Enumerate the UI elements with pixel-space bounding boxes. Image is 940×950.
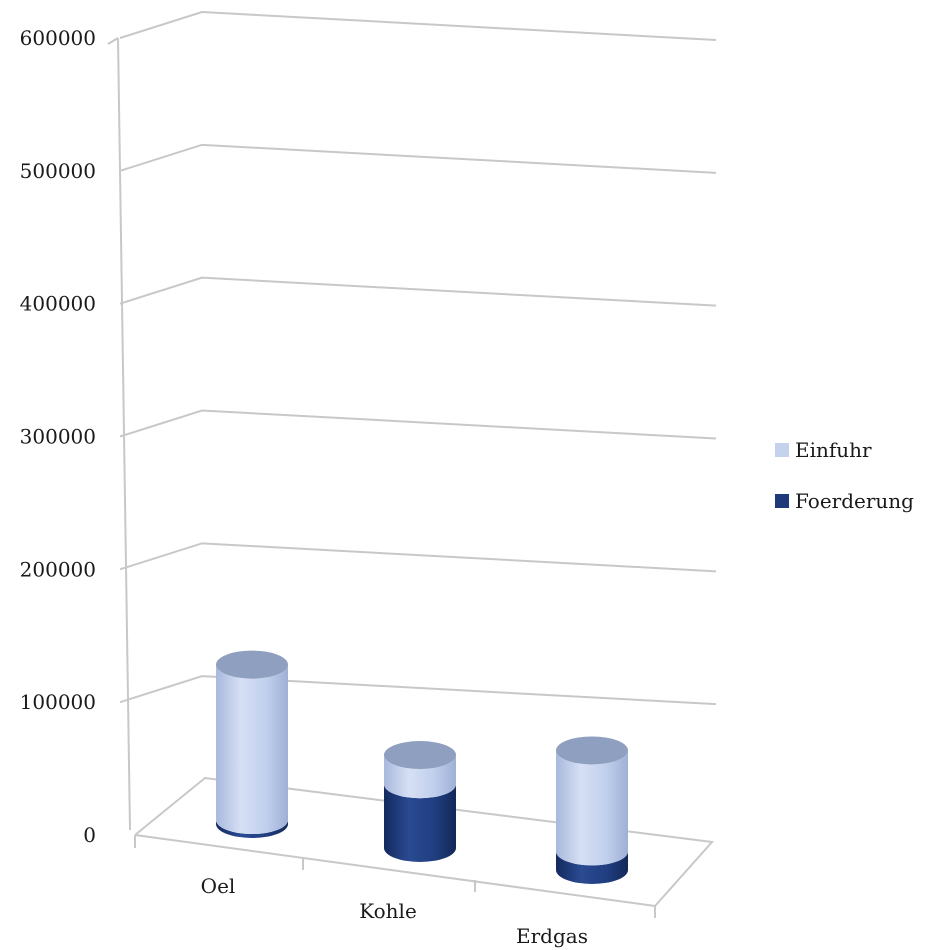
bar-segment-foerderung xyxy=(556,851,628,884)
legend-item-einfuhr: Einfuhr xyxy=(775,437,914,463)
cylinder-top xyxy=(556,736,628,765)
legend-swatch-einfuhr xyxy=(775,443,789,457)
x-category-label: Oel xyxy=(201,874,236,898)
legend-swatch-foerderung xyxy=(775,494,789,508)
x-category-label: Erdgas xyxy=(516,924,588,948)
y-tick-label: 200000 xyxy=(20,557,96,581)
cylinder-oel xyxy=(216,650,288,838)
gridline xyxy=(119,675,717,706)
y-axis-tick xyxy=(107,37,119,45)
bar-segment-einfuhr xyxy=(216,664,288,835)
bar-segment-foerderung xyxy=(384,784,456,862)
y-tick-label: 500000 xyxy=(20,159,96,183)
gridline xyxy=(119,10,717,41)
cylinder-erdgas xyxy=(556,736,628,884)
y-tick-label: 100000 xyxy=(20,690,96,714)
floor-outline xyxy=(134,776,715,907)
gridline xyxy=(119,409,717,440)
bar-segment-einfuhr xyxy=(556,750,628,866)
gridline xyxy=(119,143,717,174)
y-tick-label: 300000 xyxy=(20,425,96,449)
cylinder-kohle xyxy=(384,741,456,862)
legend-label-einfuhr: Einfuhr xyxy=(795,438,872,462)
bar-segment-foerderung xyxy=(216,820,288,838)
bar-segment-einfuhr xyxy=(384,755,456,799)
axes xyxy=(107,37,715,918)
y-tick-labels: 0 100000 200000 300000 400000 500000 600000 xyxy=(20,26,96,847)
y-tick-label: 0 xyxy=(83,823,96,847)
cylinder-bars xyxy=(216,650,628,884)
x-axis-line xyxy=(134,834,656,907)
gridlines xyxy=(119,10,717,706)
legend: Einfuhr Foerderung xyxy=(775,437,914,539)
cylinder-top xyxy=(384,741,456,770)
legend-label-foerderung: Foerderung xyxy=(795,489,914,513)
gridline xyxy=(119,542,717,573)
y-tick-label: 600000 xyxy=(20,26,96,50)
legend-item-foerderung: Foerderung xyxy=(775,488,914,514)
y-axis-line xyxy=(117,37,131,831)
cylinder-top xyxy=(216,650,288,679)
x-category-label: Kohle xyxy=(359,899,417,923)
x-category-labels: Oel Kohle Erdgas xyxy=(201,874,588,948)
gridline xyxy=(119,276,717,307)
y-tick-label: 400000 xyxy=(20,292,96,316)
